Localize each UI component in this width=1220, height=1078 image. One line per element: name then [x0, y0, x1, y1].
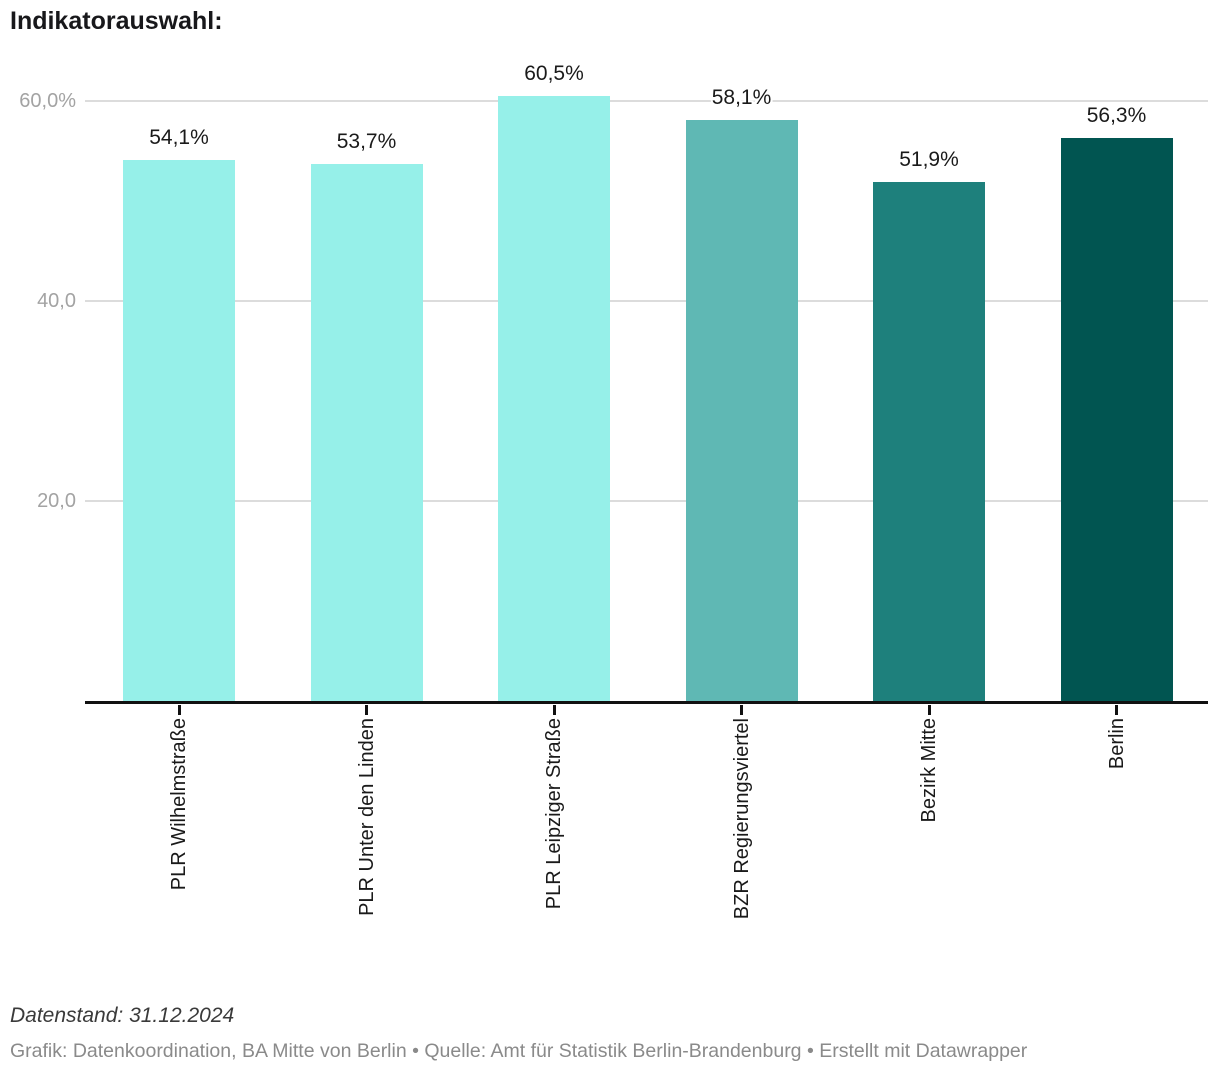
bar-value-label: 56,3% [1086, 104, 1147, 127]
x-axis-category-label: Bezirk Mitte [917, 718, 1021, 822]
bar-5 [873, 182, 985, 701]
x-axis-category-text: PLR Leipziger Straße [543, 718, 565, 910]
data-status-note: Datenstand: 31.12.2024 [10, 1004, 235, 1027]
bar-value-label: 58,1% [711, 86, 772, 109]
x-axis-category-label: Berlin [1105, 718, 1156, 769]
x-axis-tick [927, 705, 931, 715]
x-axis-category-text: PLR Wilhelmstraße [168, 718, 190, 891]
y-axis-tick-label: 20,0 [37, 490, 76, 512]
y-axis-tick-label: 40,0 [37, 290, 76, 312]
chart-title: Indikatorauswahl: [10, 7, 223, 35]
bar-2 [310, 164, 423, 701]
bar-value-label: 53,7% [336, 130, 397, 153]
bar-value-label: 51,9% [899, 148, 959, 171]
bar-value-label: 54,1% [149, 126, 209, 149]
gridline-40 [85, 300, 1208, 302]
bar-1 [123, 160, 235, 701]
gridline-60 [85, 100, 1208, 102]
bar-3 [498, 96, 610, 701]
x-axis-category-text: Berlin [1105, 718, 1128, 770]
attribution-line: Grafik: Datenkoordination, BA Mitte von … [10, 1040, 1028, 1062]
x-axis-tick [740, 705, 743, 715]
x-axis-category-label: BZR Regierungsviertel [730, 718, 931, 919]
bar-4 [685, 120, 798, 701]
x-axis-category-label: PLR Wilhelmstraße [167, 718, 339, 890]
x-axis-category-label: PLR Unter den Linden [355, 718, 553, 916]
x-axis-tick [365, 705, 368, 715]
x-axis-category-text: Bezirk Mitte [918, 718, 940, 823]
x-axis-tick [552, 705, 556, 715]
x-axis-baseline [85, 701, 1208, 704]
gridline-20 [85, 500, 1208, 502]
x-axis-tick [1115, 705, 1118, 715]
x-axis-category-label: PLR Leipziger Straße [542, 718, 733, 909]
chart-footer: Datenstand: 31.12.2024 Grafik: Datenkoor… [10, 1003, 1210, 1063]
x-axis-tick [177, 705, 181, 715]
y-axis-tick-label: 60,0% [19, 90, 76, 112]
bar-value-label: 60,5% [524, 62, 584, 85]
bar-6 [1060, 138, 1173, 701]
x-axis-category-text: PLR Unter den Linden [355, 718, 378, 916]
x-axis-category-text: BZR Regierungsviertel [730, 718, 753, 920]
